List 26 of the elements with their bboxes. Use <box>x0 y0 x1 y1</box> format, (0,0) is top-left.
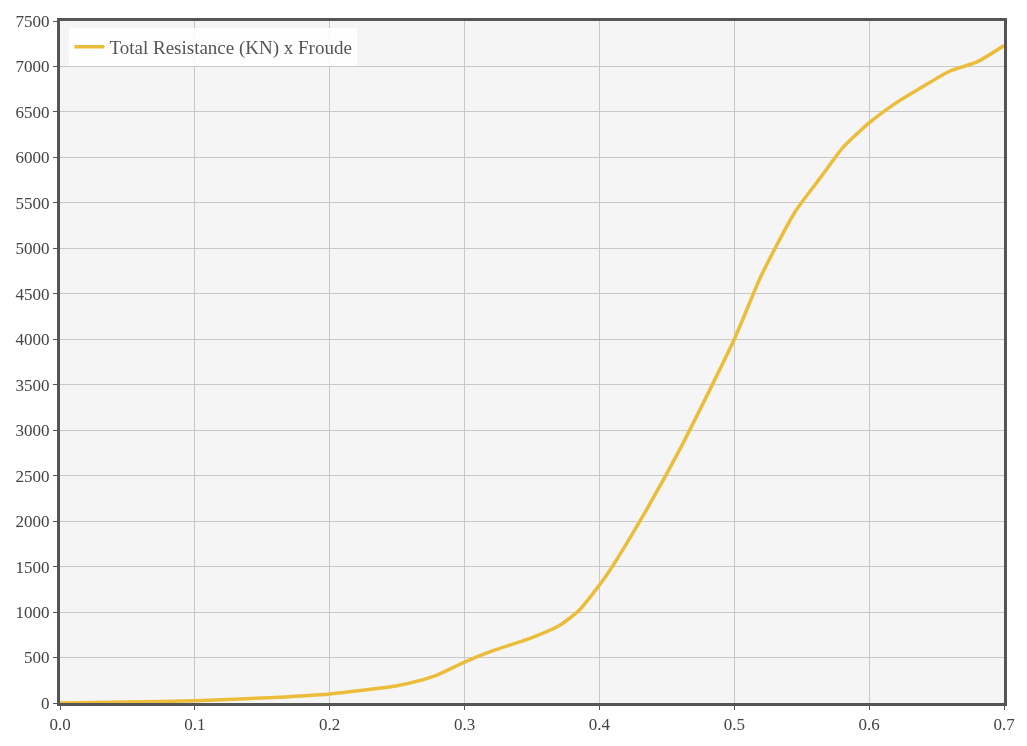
x-tick-label: 0.2 <box>319 715 341 735</box>
x-tick-label: 0.0 <box>49 715 71 735</box>
x-tick-label: 0.1 <box>184 715 206 735</box>
y-tick-label: 2000 <box>15 512 50 532</box>
y-tick-label: 3500 <box>15 375 50 395</box>
y-tick-label: 7500 <box>15 11 50 31</box>
y-tick-label: 5000 <box>15 239 50 259</box>
x-tick-label: 0.5 <box>723 715 745 735</box>
x-tick-label: 0.4 <box>588 715 611 735</box>
y-tick-label: 4000 <box>15 330 50 350</box>
y-tick-label: 1000 <box>15 603 50 623</box>
y-tick-label: 5500 <box>15 193 50 213</box>
y-tick-label: 2500 <box>15 466 50 486</box>
y-tick-label: 1500 <box>15 557 50 577</box>
legend-label: Total Resistance (KN) x Froude <box>109 37 352 60</box>
x-tick-label: 0.6 <box>858 715 880 735</box>
y-tick-label: 3000 <box>15 421 50 441</box>
line-series <box>60 43 1004 703</box>
y-tick-label: 6500 <box>15 102 50 122</box>
y-tick-label: 7000 <box>15 57 50 77</box>
x-tick-label: 0.7 <box>993 715 1016 735</box>
y-tick-label: 4500 <box>15 284 50 304</box>
y-tick-label: 6000 <box>15 148 50 168</box>
y-tick-label: 0 <box>41 693 50 713</box>
y-tick-label: 500 <box>24 648 50 668</box>
x-tick-label: 0.3 <box>453 715 476 735</box>
